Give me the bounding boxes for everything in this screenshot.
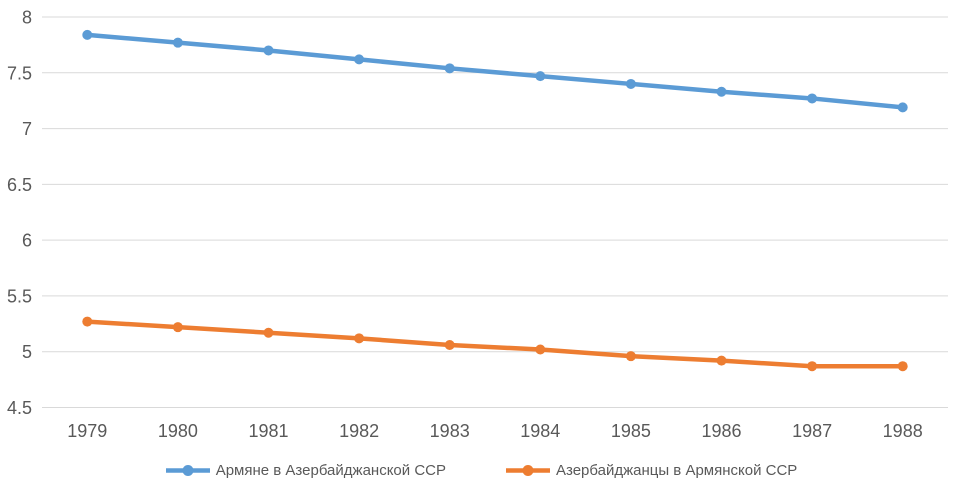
data-point-marker xyxy=(716,86,727,97)
x-tick-label: 1986 xyxy=(701,421,741,441)
plot-area: 8 7.5 7 6.5 6 5.5 5 4.5 1979 1980 1981 1982 1983 1984… xyxy=(7,8,948,441)
data-point-marker xyxy=(625,78,636,89)
data-point-marker xyxy=(354,333,365,344)
x-tick-label: 1985 xyxy=(611,421,651,441)
legend-item-0: Армяне в Азербайджанской ССР xyxy=(165,461,446,479)
y-tick-label: 8 xyxy=(22,8,32,28)
x-tick-label: 1982 xyxy=(339,421,379,441)
data-point-marker xyxy=(172,37,183,48)
data-point-marker xyxy=(535,71,546,82)
data-point-marker xyxy=(444,63,455,74)
x-tick-label: 1983 xyxy=(430,421,470,441)
x-tick-label: 1984 xyxy=(520,421,560,441)
y-tick-label: 5.5 xyxy=(7,286,32,306)
y-tick-label: 7.5 xyxy=(7,63,32,83)
data-point-marker xyxy=(82,29,93,40)
data-point-marker xyxy=(82,316,93,327)
data-point-marker xyxy=(897,361,908,372)
y-tick-label: 7 xyxy=(22,119,32,139)
y-tick-label: 6.5 xyxy=(7,175,32,195)
data-point-marker xyxy=(263,45,274,56)
data-point-marker xyxy=(444,340,455,351)
series-line-0 xyxy=(85,32,905,110)
y-tick-label: 5 xyxy=(22,342,32,362)
data-point-marker xyxy=(263,327,274,338)
legend-item-1: Азербайджанцы в Армянской ССР xyxy=(505,461,798,479)
y-tick-label: 6 xyxy=(22,231,32,251)
data-point-marker xyxy=(172,322,183,333)
x-tick-label: 1981 xyxy=(248,421,288,441)
y-tick-label: 4.5 xyxy=(7,398,32,418)
chart-legend: Армяне в Азербайджанской ССР Азербайджанц… xyxy=(0,454,963,486)
legend-label: Азербайджанцы в Армянской ССР xyxy=(555,461,798,479)
x-tick-label: 1988 xyxy=(883,421,923,441)
legend-label: Армяне в Азербайджанской ССР xyxy=(215,461,446,479)
x-tick-label: 1980 xyxy=(158,421,198,441)
x-tick-label: 1979 xyxy=(67,421,107,441)
data-point-marker xyxy=(535,344,546,355)
data-point-marker xyxy=(354,54,365,65)
data-point-marker xyxy=(897,102,908,113)
data-point-marker xyxy=(807,93,818,104)
series-line-1 xyxy=(85,319,905,369)
data-point-marker xyxy=(716,355,727,366)
legend-line-marker-icon xyxy=(165,464,210,476)
x-tick-label: 1987 xyxy=(792,421,832,441)
data-point-marker xyxy=(807,361,818,372)
legend-line-marker-icon xyxy=(505,464,550,476)
data-point-marker xyxy=(625,351,636,362)
